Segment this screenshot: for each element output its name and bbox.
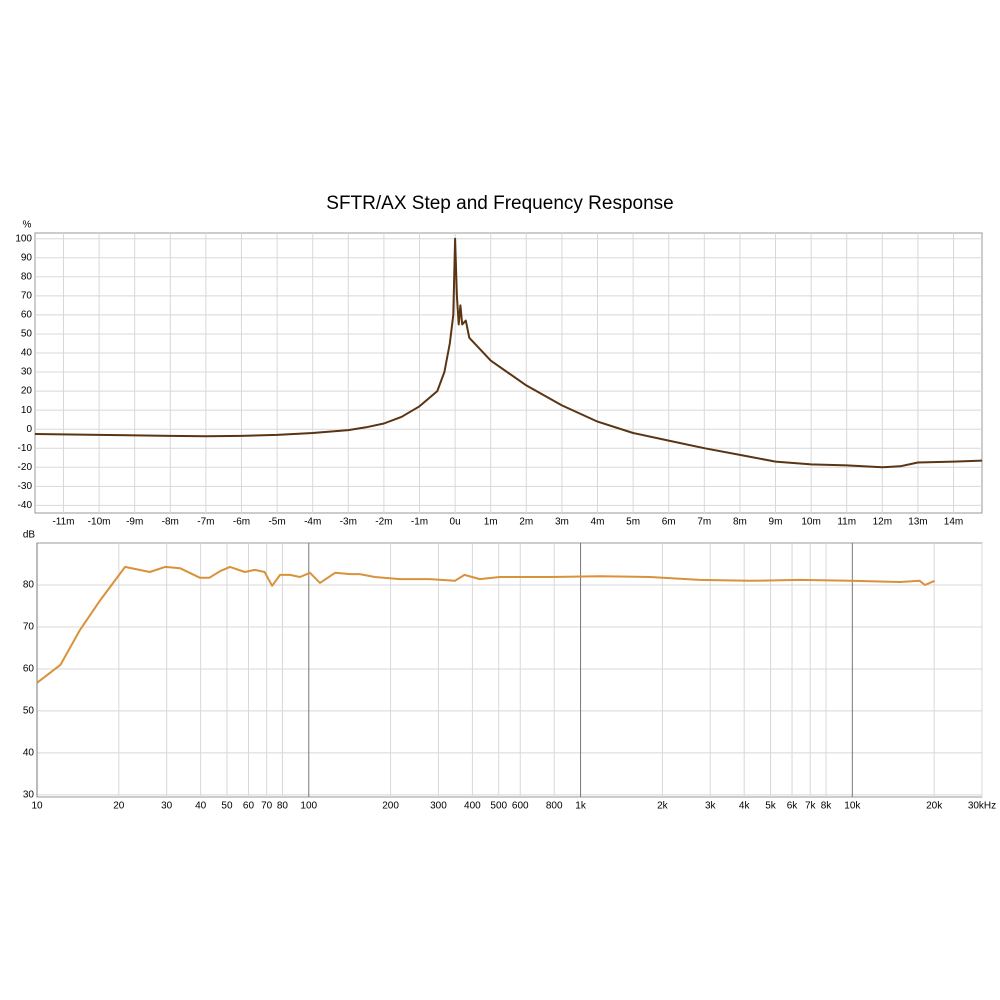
y-tick-label: 100 xyxy=(15,233,32,244)
x-tick-label: 14m xyxy=(944,517,963,528)
y-tick-label: -40 xyxy=(18,500,33,511)
x-tick-label: 5m xyxy=(626,517,640,528)
x-tick-label: 300 xyxy=(430,801,447,812)
x-tick-label: 2k xyxy=(657,801,669,812)
y-tick-label: 30 xyxy=(21,367,33,378)
y-axis-label: % xyxy=(23,220,32,231)
x-tick-label: 0u xyxy=(450,517,461,528)
x-tick-label: 20 xyxy=(113,801,125,812)
x-tick-label: 13m xyxy=(908,517,927,528)
x-tick-label: -10m xyxy=(88,517,111,528)
x-tick-label: 8k xyxy=(821,801,833,812)
chart-title: SFTR/AX Step and Frequency Response xyxy=(326,193,673,214)
x-tick-label: 70 xyxy=(261,801,273,812)
x-tick-label: -2m xyxy=(375,517,392,528)
x-tick-label: 12m xyxy=(873,517,892,528)
y-tick-label: 10 xyxy=(21,405,33,416)
x-tick-label: 80 xyxy=(277,801,289,812)
x-tick-label: 40 xyxy=(195,801,207,812)
x-tick-label: -6m xyxy=(233,517,250,528)
x-tick-label: 11m xyxy=(837,517,856,528)
x-tick-label: -9m xyxy=(126,517,143,528)
y-tick-label: 50 xyxy=(23,706,35,717)
y-tick-label: 50 xyxy=(21,329,33,340)
x-tick-label: -8m xyxy=(162,517,179,528)
y-tick-label: 90 xyxy=(21,252,33,263)
x-tick-label: 60 xyxy=(243,801,255,812)
x-tick-label: 6k xyxy=(787,801,799,812)
x-tick-label: 400 xyxy=(464,801,481,812)
y-tick-label: 40 xyxy=(21,348,33,359)
y-tick-label: -30 xyxy=(18,481,33,492)
y-tick-label: 40 xyxy=(23,748,35,759)
x-tick-label: 30kHz xyxy=(968,801,996,812)
y-tick-label: 60 xyxy=(21,310,33,321)
y-tick-label: 60 xyxy=(23,664,35,675)
y-axis-label: dB xyxy=(23,530,36,541)
x-tick-label: 50 xyxy=(221,801,233,812)
x-tick-label: 10m xyxy=(801,517,820,528)
y-tick-label: 30 xyxy=(23,790,35,801)
x-tick-label: -4m xyxy=(304,517,321,528)
x-tick-label: 20k xyxy=(926,801,943,812)
y-tick-label: 70 xyxy=(21,290,33,301)
x-tick-label: 10 xyxy=(31,801,43,812)
x-tick-label: 4k xyxy=(739,801,751,812)
y-tick-label: 20 xyxy=(21,386,33,397)
x-tick-label: 800 xyxy=(546,801,563,812)
y-tick-label: 80 xyxy=(21,271,33,282)
x-tick-label: 5k xyxy=(765,801,777,812)
x-tick-label: -11m xyxy=(52,517,74,528)
x-tick-label: 3k xyxy=(705,801,717,812)
x-tick-label: -1m xyxy=(411,517,428,528)
data-line xyxy=(34,237,983,469)
x-tick-label: -5m xyxy=(268,517,285,528)
x-tick-label: 7m xyxy=(697,517,711,528)
x-tick-label: 100 xyxy=(300,801,317,812)
y-tick-label: 0 xyxy=(26,424,32,435)
y-tick-label: 80 xyxy=(23,580,35,591)
y-tick-label: 70 xyxy=(23,622,35,633)
x-tick-label: -3m xyxy=(340,517,357,528)
x-tick-label: 9m xyxy=(769,517,783,528)
x-tick-label: 8m xyxy=(733,517,747,528)
x-tick-label: 7k xyxy=(805,801,817,812)
x-tick-label: 200 xyxy=(382,801,399,812)
x-tick-label: 1k xyxy=(575,801,587,812)
x-tick-label: 2m xyxy=(519,517,533,528)
y-tick-label: -20 xyxy=(18,462,33,473)
x-tick-label: -7m xyxy=(197,517,214,528)
x-tick-label: 500 xyxy=(490,801,507,812)
x-tick-label: 4m xyxy=(591,517,605,528)
x-tick-label: 30 xyxy=(161,801,173,812)
y-tick-label: -10 xyxy=(18,443,33,454)
x-tick-label: 3m xyxy=(555,517,569,528)
x-tick-label: 600 xyxy=(512,801,529,812)
data-line xyxy=(36,565,936,684)
x-tick-label: 6m xyxy=(662,517,676,528)
x-tick-label: 1m xyxy=(484,517,498,528)
x-tick-label: 10k xyxy=(844,801,861,812)
